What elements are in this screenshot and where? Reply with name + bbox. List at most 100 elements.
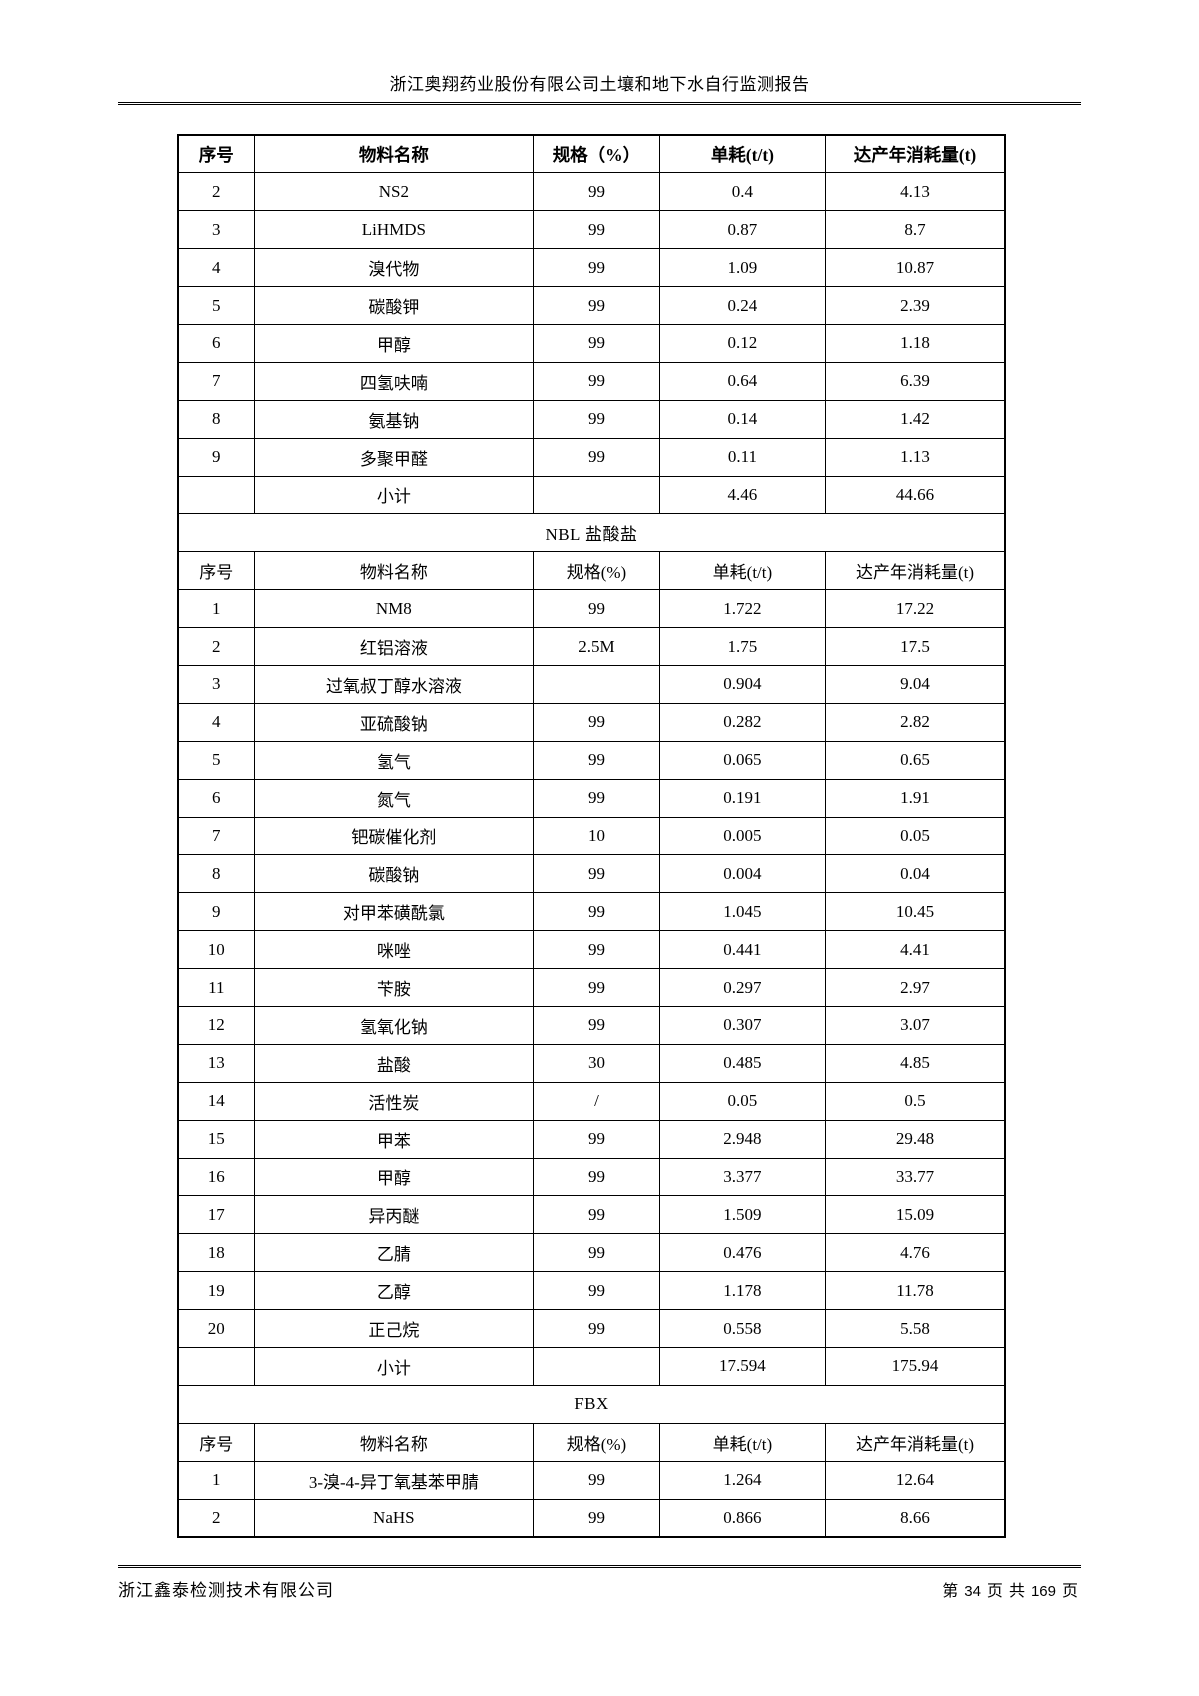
table-cell: 0.14 [658,399,827,439]
table-cell: 氢气 [253,740,535,780]
table-cell: 碳酸钠 [253,854,535,894]
table-row: 18 乙腈 99 0.476 4.76 [177,1233,1006,1273]
table-cell: 氢氧化钠 [253,1005,535,1045]
header-cell: 达产年消耗量(t) [825,551,1006,591]
table-cell: 2.97 [825,968,1006,1007]
table-cell: 0.5 [825,1081,1006,1121]
table-cell: 9 [177,892,255,932]
table-cell: 99 [533,172,660,212]
table-cell: 30 [533,1043,660,1083]
table-cell: 4.76 [825,1233,1006,1273]
table-cell: 0.485 [658,1043,827,1083]
header-cell: 规格(%) [533,1422,660,1462]
table-cell: 活性炭 [253,1081,535,1121]
table-row: 12 氢氧化钠 99 0.307 3.07 [177,1005,1006,1045]
table-cell: 99 [533,437,660,477]
table-cell: 18 [177,1233,255,1273]
table-cell: 1 [177,589,255,629]
table-cell: 99 [533,1460,660,1500]
subtotal-row: 小计 17.594 175.94 [177,1347,1006,1386]
table-row: 20 正己烷 99 0.558 5.58 [177,1309,1006,1348]
table-cell: 4.13 [825,172,1006,212]
header-cell: 单耗(t/t) [658,134,827,174]
table-cell: 99 [533,361,660,401]
table-cell: 3.07 [825,1005,1006,1045]
table-row: 16 甲醇 99 3.377 33.77 [177,1157,1006,1197]
table-row: 15 甲苯 99 2.948 29.48 [177,1119,1006,1159]
table-row: 1 NM8 99 1.722 17.22 [177,589,1006,629]
table-cell: 3 [177,210,255,250]
table-cell: 2 [177,627,255,666]
table-row: 2 NS2 99 0.4 4.13 [177,172,1006,212]
table-cell: 14 [177,1081,255,1121]
table-cell: 过氧叔丁醇水溶液 [253,664,535,704]
table-cell: 1.75 [658,627,827,666]
table-cell: 甲苯 [253,1119,535,1159]
table-cell: 4 [177,248,255,288]
table-cell: 99 [533,1195,660,1235]
table-cell: 1.13 [825,437,1006,477]
table-row: 2 NaHS 99 0.866 8.66 [177,1498,1006,1538]
table-cell: 1.178 [658,1271,827,1311]
subtotal-row: 小计 4.46 44.66 [177,475,1006,515]
table-cell: 1.09 [658,248,827,288]
table-cell: 2.39 [825,286,1006,325]
table-cell: 对甲苯磺酰氯 [253,892,535,932]
table-cell: 9.04 [825,664,1006,704]
table-cell: 氮气 [253,778,535,818]
table-cell: 四氢呋喃 [253,361,535,401]
table-cell: 10 [533,816,660,856]
page-header: 浙江奥翔药业股份有限公司土壤和地下水自行监测报告 [118,70,1081,105]
table-cell: 17.22 [825,589,1006,629]
table-cell: 2 [177,1498,255,1538]
table-cell: 正己烷 [253,1309,535,1348]
header-cell: 规格（%） [533,134,660,174]
table-cell: 8.66 [825,1498,1006,1538]
table-cell: 咪唑 [253,930,535,970]
table-cell: 20 [177,1309,255,1348]
table-cell: 6.39 [825,361,1006,401]
header-cell: 物料名称 [253,551,535,591]
table-cell: 0.191 [658,778,827,818]
table-cell: 1.722 [658,589,827,629]
table-cell: 0.11 [658,437,827,477]
table-row: 14 活性炭/0.05 0.5 [177,1081,1006,1121]
table-cell: 17 [177,1195,255,1235]
table-cell: 99 [533,702,660,742]
table-cell: 1.509 [658,1195,827,1235]
table-cell: 红铝溶液 [253,627,535,666]
table-cell: 0.282 [658,702,827,742]
table-cell: 0.558 [658,1309,827,1348]
table-row: 9 对甲苯磺酰氯 99 1.045 10.45 [177,892,1006,932]
header-cell: 序号 [177,1422,255,1462]
table-cell [533,1347,660,1386]
table-cell: 99 [533,1157,660,1197]
table-cell: 99 [533,1498,660,1538]
table-row: 4 亚硫酸钠 99 0.282 2.82 [177,702,1006,742]
table-cell: 6 [177,778,255,818]
table-cell: 氨基钠 [253,399,535,439]
table-cell: 9 [177,437,255,477]
table-cell: 7 [177,816,255,856]
table-cell: 4.85 [825,1043,1006,1083]
total-page-number: 169 [1030,1583,1056,1600]
table-cell: 0.904 [658,664,827,704]
table-cell: NM8 [253,589,535,629]
page-label-suffix: 页 [1061,1583,1078,1600]
header-cell: 达产年消耗量(t) [825,1422,1006,1462]
table-cell: 99 [533,1271,660,1311]
table-cell: 0.4 [658,172,827,212]
header-cell: 序号 [177,551,255,591]
section-row: FBX [177,1384,1006,1424]
table-cell: 多聚甲醛 [253,437,535,477]
table-cell: 99 [533,854,660,894]
table-cell: 0.297 [658,968,827,1007]
table-cell: 0.24 [658,286,827,325]
table-cell: 5 [177,286,255,325]
table-cell: 0.476 [658,1233,827,1273]
table-cell [533,475,660,515]
table-cell: NaHS [253,1498,535,1538]
table-row: 5 氢气 99 0.065 0.65 [177,740,1006,780]
page-title: 浙江奥翔药业股份有限公司土壤和地下水自行监测报告 [389,75,810,94]
table-row: 1 3-溴-4-异丁氧基苯甲腈 99 1.264 12.64 [177,1460,1006,1500]
